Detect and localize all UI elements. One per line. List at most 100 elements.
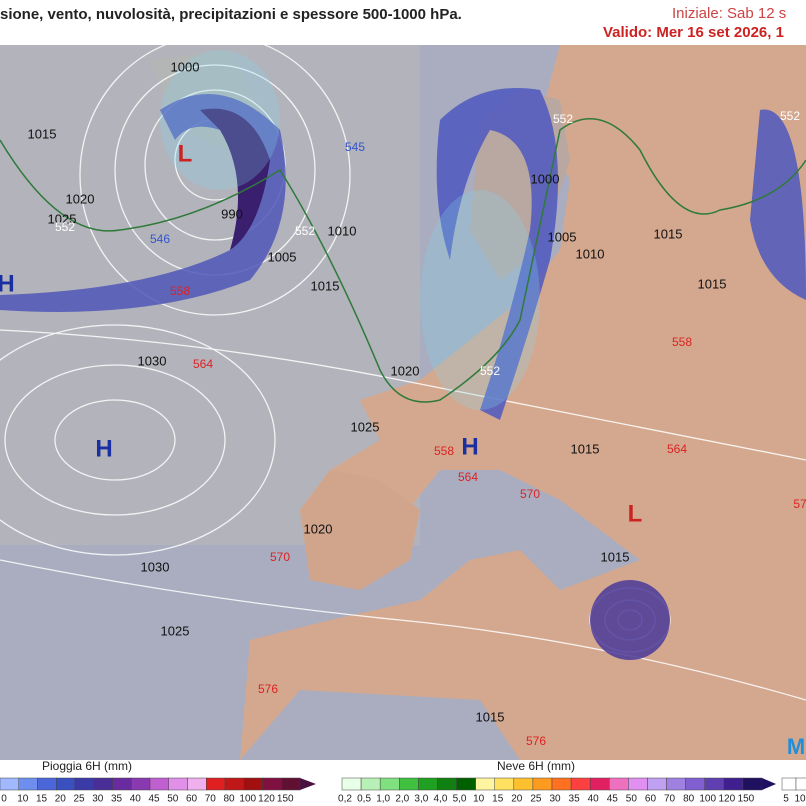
rain-tick-label: 25: [73, 794, 85, 805]
rain-legend-title: Pioggia 6H (mm): [42, 759, 132, 773]
rain-tick-label: 15: [36, 794, 48, 805]
snow-tick-label: 30: [549, 794, 561, 805]
rain-tick-label: 10: [17, 794, 29, 805]
snow-swatch: [475, 777, 495, 791]
thickness-label: 576: [526, 734, 546, 748]
rain-swatch: [56, 777, 76, 791]
snow-tick-label: 0,2: [338, 794, 352, 805]
other-swatch: [781, 777, 797, 791]
rain-swatch: [93, 777, 113, 791]
isobar-label: 1015: [476, 709, 505, 724]
rain-swatch: [168, 777, 188, 791]
isobar-label: 1015: [698, 276, 727, 291]
other-swatch: [795, 777, 806, 791]
isobar-label: 1025: [351, 419, 380, 434]
snow-swatch: [704, 777, 725, 791]
isobar-label: 1015: [571, 441, 600, 456]
snow-swatch: [551, 777, 572, 791]
rain-swatch: [187, 777, 207, 791]
isobar-label: 1020: [66, 191, 95, 206]
snow-swatch: [360, 777, 381, 791]
rain-swatch: [74, 777, 94, 791]
land-europe-africa: [240, 45, 806, 760]
snow-tick-label: 25: [530, 794, 542, 805]
isobar-label: 1010: [328, 223, 357, 238]
isobar-label: 1015: [28, 126, 57, 141]
snow-tick-label: 150: [738, 794, 755, 805]
thickness-label: 558: [170, 284, 190, 298]
snow-tick-label: 15: [492, 794, 504, 805]
snow-tick-label: 35: [569, 794, 581, 805]
snow-swatch: [647, 777, 667, 791]
rain-swatch: [262, 777, 282, 791]
thickness-label: 552: [295, 224, 315, 238]
pressure-center: H: [95, 435, 112, 462]
snow-swatch: [341, 777, 362, 791]
thickness-label: 552: [553, 112, 573, 126]
snow-swatch: [666, 777, 686, 791]
thickness-label: 552: [480, 364, 500, 378]
thickness-label: 564: [458, 470, 478, 484]
snow-tick-label: 3,0: [414, 794, 428, 805]
rain-tick-label: 30: [92, 794, 104, 805]
snow-swatch: [418, 777, 438, 791]
snow-tick-label: 2,0: [395, 794, 409, 805]
snow-swatch: [437, 777, 457, 791]
isobar-label: 990: [221, 206, 243, 221]
isobar-label: 1020: [391, 363, 420, 378]
rain-swatch: [243, 777, 263, 791]
snow-tick-label: 45: [607, 794, 619, 805]
isobar-label: 1030: [141, 559, 170, 574]
snow-swatch: [570, 777, 591, 791]
snow-swatch: [513, 777, 534, 791]
rain-tick-label: 0: [1, 794, 7, 805]
thickness-label: 558: [434, 444, 454, 458]
isobar-label: 1005: [268, 249, 297, 264]
isobar-label: 1000: [171, 59, 200, 74]
thickness-label: 576: [258, 682, 278, 696]
thickness-label: 558: [672, 335, 692, 349]
valid-time: Valido: Mer 16 set 2026, 1: [603, 24, 784, 41]
snow-swatch: [723, 777, 744, 791]
logo: M: [787, 734, 805, 759]
isobar-label: 1020: [304, 521, 333, 536]
rain-swatch: [37, 777, 57, 791]
snow-tick-label: 4,0: [434, 794, 448, 805]
rain-tick-label: 35: [111, 794, 123, 805]
isobar-label: 1015: [601, 549, 630, 564]
isobar-label: 1000: [531, 171, 560, 186]
header-bg: [0, 0, 806, 45]
snow-swatch: [399, 777, 419, 791]
rain-swatch: [206, 777, 226, 791]
rain-swatch: [131, 777, 151, 791]
snow-swatch: [685, 777, 705, 791]
pressure-center: H: [0, 270, 15, 297]
other-tick-label: 10: [794, 794, 806, 805]
snow-tick-label: 70: [664, 794, 676, 805]
rain-tick-label: 70: [205, 794, 217, 805]
land-iberia: [300, 470, 420, 590]
snow-tick-label: 80: [683, 794, 695, 805]
snow-tick-label: 60: [645, 794, 657, 805]
snow-tick-label: 50: [626, 794, 638, 805]
rain-arrow: [300, 778, 316, 790]
snow-swatch: [742, 777, 763, 791]
precipitation: [0, 50, 806, 660]
pressure-center: L: [178, 140, 193, 167]
snow-swatch: [628, 777, 648, 791]
thickness-label: 564: [193, 357, 213, 371]
snow-tick-label: 5,0: [453, 794, 467, 805]
init-time: Iniziale: Sab 12 s: [672, 5, 786, 22]
isobar-label: 1005: [548, 229, 577, 244]
rain-swatch: [112, 777, 132, 791]
isobar-label: 1015: [311, 278, 340, 293]
snow-swatch: [379, 777, 400, 791]
thickness-label: 564: [667, 442, 687, 456]
snow-swatch: [494, 777, 515, 791]
rain-tick-label: 60: [186, 794, 198, 805]
other-tick-label: 5: [783, 794, 789, 805]
rain-tick-label: 150: [277, 794, 294, 805]
rain-swatch: [18, 777, 38, 791]
snow-swatch: [609, 777, 629, 791]
